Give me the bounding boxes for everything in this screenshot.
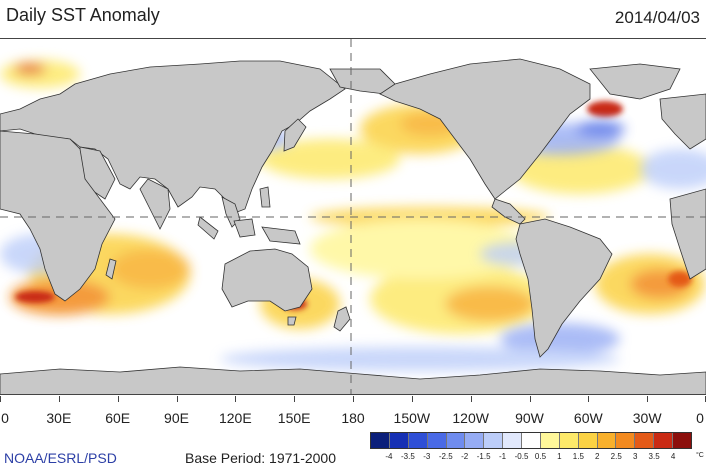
colorbar-label: -2.5: [438, 452, 453, 461]
colorbar-cell: [540, 433, 560, 448]
land-northamerica: [379, 58, 591, 200]
longitude-tick-mark: [647, 396, 649, 402]
colorbar-cell: [522, 433, 541, 448]
colorbar-unit: °C: [696, 452, 704, 459]
map-title: Daily SST Anomaly: [6, 5, 160, 25]
colorbar-label: -4: [385, 452, 393, 461]
colorbar-label: 3: [632, 452, 638, 461]
land-southamerica: [515, 218, 613, 358]
reference-lines: [0, 39, 706, 394]
colorbar-cell: [673, 433, 691, 448]
land-india: [139, 178, 171, 230]
colorbar-cell: [578, 433, 598, 448]
longitude-tick-label: 30E: [46, 410, 72, 426]
land-africa: [0, 130, 116, 302]
longitude-tick-mark: [529, 396, 531, 402]
colorbar-cell: [465, 433, 485, 448]
land-europe-east: [659, 93, 706, 150]
colorbar-label: -3: [423, 452, 431, 461]
colorbar-cell: [654, 433, 673, 448]
colorbar-label: -0.5: [514, 452, 529, 461]
colorbar-cell: [597, 433, 617, 448]
longitude-tick-mark: [58, 396, 60, 402]
colorbar-cell: [559, 433, 579, 448]
land-philippines: [259, 186, 271, 208]
map-canvas: [0, 39, 706, 394]
longitude-tick-mark: [294, 396, 296, 402]
longitude-tick-label: 120W: [452, 410, 489, 426]
colorbar-cells: [370, 432, 692, 449]
longitude-tick-mark: [117, 396, 119, 402]
colorbar-label: 2: [595, 452, 600, 461]
colorbar-cell: [635, 433, 655, 448]
longitude-tick-mark: [411, 396, 413, 402]
colorbar-cell: [446, 433, 466, 448]
longitude-tick-label: 150E: [277, 410, 311, 426]
colorbar: -4 -3.5 -3 -2.5 -2 -1.5 -1 -0.5 0.5 1 1.5 2 2.5 3 3.5 4…: [370, 432, 704, 468]
longitude-tick-label: 60W: [573, 410, 603, 426]
colorbar-cell: [427, 433, 447, 448]
land-sumatra: [197, 216, 219, 240]
longitude-tick-label: 0: [1, 410, 9, 426]
longitude-tick-mark: [588, 396, 590, 402]
colorbar-cell: [371, 433, 390, 448]
source-label: NOAA/ESRL/PSD: [4, 450, 117, 466]
longitude-tick-label: 90W: [515, 410, 544, 426]
longitude-tick-label: 30W: [632, 410, 662, 426]
longitude-tick-label: 150W: [393, 410, 431, 426]
land-newguinea: [261, 226, 301, 245]
colorbar-label: -2: [461, 452, 469, 461]
colorbar-label: 3.5: [648, 452, 660, 461]
colorbar-label: -1.5: [476, 452, 491, 461]
base-period-label: Base Period: 1971-2000: [185, 450, 336, 466]
colorbar-cell: [503, 433, 522, 448]
longitude-tick-mark: [0, 396, 1, 402]
longitude-tick-label: 90E: [164, 410, 189, 426]
colorbar-label: 4: [670, 452, 676, 461]
colorbar-label: 1.5: [572, 452, 584, 461]
sst-anomaly-map: [0, 38, 706, 395]
land-masses: [0, 58, 706, 394]
colorbar-cell: [616, 433, 636, 448]
land-madagascar: [105, 258, 117, 280]
land-borneo: [233, 218, 256, 238]
longitude-tick-label: 180: [341, 410, 365, 426]
colorbar-label: -1: [499, 452, 507, 461]
longitude-tick-label: 60E: [105, 410, 131, 426]
land-australia: [221, 248, 313, 312]
colorbar-label: 0.5: [534, 452, 547, 461]
longitude-tick-mark: [470, 396, 472, 402]
colorbar-label: -3.5: [400, 452, 415, 461]
land-africa-east: [669, 188, 706, 280]
longitude-axis: 0 30E 60E 90E 120E 150E 180 150W 120W 90W 60W 30W 0: [0, 396, 706, 430]
colorbar-cell: [389, 433, 409, 448]
map-date: 2014/04/03: [614, 8, 700, 27]
colorbar-cell: [484, 433, 504, 448]
longitude-tick-mark: [353, 396, 354, 402]
longitude-tick-label: 0: [696, 410, 704, 426]
colorbar-label: 2.5: [610, 452, 622, 461]
land-japan: [283, 118, 307, 152]
land-antarctica: [0, 366, 706, 394]
longitude-tick-mark: [235, 396, 237, 402]
land-eurasia: [0, 60, 346, 215]
land-tasmania: [287, 316, 297, 326]
colorbar-cell: [408, 433, 428, 448]
land-greenland: [589, 63, 681, 100]
land-newzealand: [333, 306, 351, 332]
longitude-tick-mark: [176, 396, 178, 402]
colorbar-label: 1: [557, 452, 562, 461]
longitude-tick-label: 120E: [218, 410, 252, 426]
